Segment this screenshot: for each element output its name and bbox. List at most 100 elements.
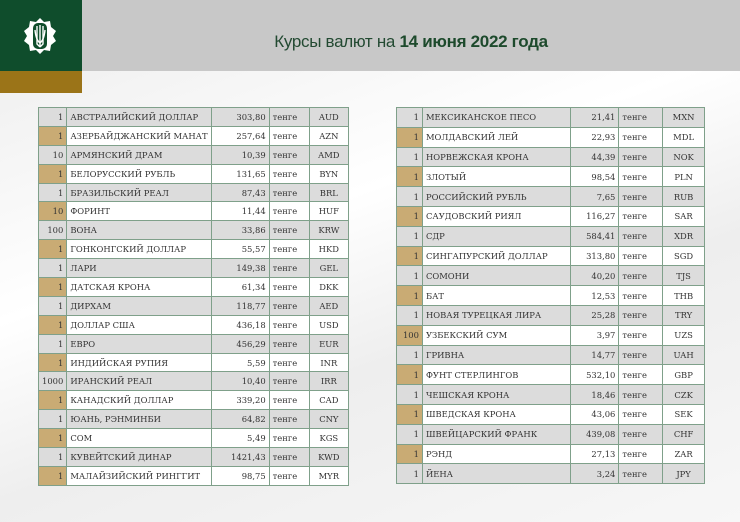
currency-row: 1 МЕКСИКАНСКОЕ ПЕСО 21,41 тенге MXN bbox=[396, 107, 705, 128]
currency-code-cell: IRR bbox=[308, 371, 350, 392]
unit-cell: тенге bbox=[618, 344, 664, 366]
currency-row: 1 АЗЕРБАЙДЖАНСКИЙ МАНАТ 257,64 тенге AZN bbox=[37, 125, 350, 146]
nominal-cell: 1 bbox=[396, 304, 423, 326]
unit-cell: тенге bbox=[618, 186, 664, 207]
rate-cell: 87,43 bbox=[210, 182, 270, 203]
currency-name-cell: ЮАНЬ, РЭНМИНБИ bbox=[66, 409, 212, 430]
currency-row: 1 РЭНД 27,13 тенге ZAR bbox=[396, 443, 705, 465]
currency-row: 1 СДР 584,41 тенге XDR bbox=[396, 225, 705, 247]
currency-name-cell: МОЛДАВСКИЙ ЛЕЙ bbox=[421, 126, 571, 148]
currency-code-cell: SEK bbox=[662, 403, 705, 425]
nominal-cell: 10 bbox=[37, 201, 68, 222]
currency-row: 1 ДОЛЛАР США 436,18 тенге USD bbox=[37, 314, 350, 335]
unit-cell: тенге bbox=[268, 371, 310, 392]
currency-name-cell: МЕКСИКАНСКОЕ ПЕСО bbox=[421, 107, 571, 128]
currency-name-cell: ГОНКОНГСКИЙ ДОЛЛАР bbox=[66, 239, 212, 260]
currency-row: 1 ФУНТ СТЕРЛИНГОВ 532,10 тенге GBP bbox=[396, 364, 705, 386]
nominal-cell: 1 bbox=[396, 166, 423, 188]
currency-name-cell: НОВАЯ ТУРЕЦКАЯ ЛИРА bbox=[421, 304, 571, 326]
rate-cell: 44,39 bbox=[569, 146, 620, 168]
unit-cell: тенге bbox=[268, 125, 310, 146]
unit-cell: тенге bbox=[618, 443, 664, 465]
nominal-cell: 1 bbox=[37, 125, 68, 146]
rate-cell: 3,24 bbox=[569, 463, 620, 485]
currency-row: 1 ГРИВНА 14,77 тенге UAH bbox=[396, 344, 705, 366]
nominal-cell: 1 bbox=[396, 344, 423, 366]
currency-name-cell: СОМ bbox=[66, 428, 212, 449]
currency-code-cell: BYN bbox=[308, 163, 350, 184]
currency-code-cell: KWD bbox=[308, 447, 350, 467]
nominal-cell: 1 bbox=[396, 146, 423, 168]
unit-cell: тенге bbox=[618, 364, 664, 386]
rate-cell: 43,06 bbox=[569, 403, 620, 425]
unit-cell: тенге bbox=[268, 333, 310, 354]
nominal-cell: 1 bbox=[37, 447, 68, 467]
currency-row: 1 СОМОНИ 40,20 тенге TJS bbox=[396, 265, 705, 287]
currency-name-cell: БАТ bbox=[421, 285, 571, 306]
unit-cell: тенге bbox=[618, 463, 664, 485]
currency-row: 1 БАТ 12,53 тенге THB bbox=[396, 285, 705, 306]
gold-accent-block bbox=[0, 71, 82, 93]
currency-code-cell: AZN bbox=[308, 125, 350, 146]
exchange-rates-table-right: 1 МЕКСИКАНСКОЕ ПЕСО 21,41 тенге MXN 1 МОЛДАВСК… bbox=[396, 107, 705, 485]
currency-row: 1 КУВЕЙТСКИЙ ДИНАР 1421,43 тенге KWD bbox=[37, 447, 350, 467]
unit-cell: тенге bbox=[268, 390, 310, 411]
currency-row: 1 БРАЗИЛЬСКИЙ РЕАЛ 87,43 тенге BRL bbox=[37, 182, 350, 203]
unit-cell: тенге bbox=[268, 220, 310, 241]
currency-row: 1 ГОНКОНГСКИЙ ДОЛЛАР 55,57 тенге HKD bbox=[37, 239, 350, 260]
rate-cell: 1421,43 bbox=[210, 447, 270, 467]
rate-cell: 257,64 bbox=[210, 125, 270, 146]
nominal-cell: 1 bbox=[396, 186, 423, 207]
currency-name-cell: ИРАНСКИЙ РЕАЛ bbox=[66, 371, 212, 392]
unit-cell: тенге bbox=[618, 403, 664, 425]
nominal-cell: 1 bbox=[37, 352, 68, 373]
currency-code-cell: ZAR bbox=[662, 443, 705, 465]
currency-row: 1 АВСТРАЛИЙСКИЙ ДОЛЛАР 303,80 тенге AUD bbox=[37, 107, 350, 127]
nominal-cell: 1 bbox=[37, 409, 68, 430]
currency-name-cell: САУДОВСКИЙ РИЯЛ bbox=[421, 205, 571, 227]
currency-name-cell: КАНАДСКИЙ ДОЛЛАР bbox=[66, 390, 212, 411]
unit-cell: тенге bbox=[268, 258, 310, 279]
currency-code-cell: PLN bbox=[662, 166, 705, 188]
unit-cell: тенге bbox=[268, 182, 310, 203]
rate-cell: 55,57 bbox=[210, 239, 270, 260]
currency-code-cell: TRY bbox=[662, 304, 705, 326]
currency-code-cell: UAH bbox=[662, 344, 705, 366]
currency-name-cell: ЕВРО bbox=[66, 333, 212, 354]
currency-name-cell: СИНГАПУРСКИЙ ДОЛЛАР bbox=[421, 245, 571, 267]
currency-name-cell: БРАЗИЛЬСКИЙ РЕАЛ bbox=[66, 182, 212, 203]
nominal-cell: 1 bbox=[396, 107, 423, 128]
currency-name-cell: СОМОНИ bbox=[421, 265, 571, 287]
currency-code-cell: MDL bbox=[662, 126, 705, 148]
currency-code-cell: AMD bbox=[308, 144, 350, 165]
exchange-rates-table-left: 1 АВСТРАЛИЙСКИЙ ДОЛЛАР 303,80 тенге AUD 1 АЗЕР… bbox=[37, 107, 350, 486]
rate-cell: 7,65 bbox=[569, 186, 620, 207]
unit-cell: тенге bbox=[268, 465, 310, 486]
logo-block bbox=[0, 0, 82, 71]
currency-code-cell: MXN bbox=[662, 107, 705, 128]
rate-cell: 456,29 bbox=[210, 333, 270, 354]
currency-code-cell: SAR bbox=[662, 205, 705, 227]
currency-row: 1 ЛАРИ 149,38 тенге GEL bbox=[37, 258, 350, 279]
nominal-cell: 1 bbox=[37, 107, 68, 127]
nominal-cell: 1 bbox=[396, 126, 423, 148]
nominal-cell: 1000 bbox=[37, 371, 68, 392]
unit-cell: тенге bbox=[618, 384, 664, 405]
national-bank-emblem-icon bbox=[24, 18, 56, 54]
currency-row: 1 ИНДИЙСКАЯ РУПИЯ 5,59 тенге INR bbox=[37, 352, 350, 373]
currency-name-cell: ДОЛЛАР США bbox=[66, 314, 212, 335]
nominal-cell: 1 bbox=[396, 403, 423, 425]
rate-cell: 5,49 bbox=[210, 428, 270, 449]
nominal-cell: 1 bbox=[37, 163, 68, 184]
rate-cell: 98,75 bbox=[210, 465, 270, 486]
rate-cell: 339,20 bbox=[210, 390, 270, 411]
rate-cell: 439,08 bbox=[569, 423, 620, 445]
rate-cell: 584,41 bbox=[569, 225, 620, 247]
nominal-cell: 1 bbox=[37, 314, 68, 335]
currency-name-cell: ДАТСКАЯ КРОНА bbox=[66, 277, 212, 297]
rate-cell: 40,20 bbox=[569, 265, 620, 287]
currency-name-cell: ФОРИНТ bbox=[66, 201, 212, 222]
currency-code-cell: CHF bbox=[662, 423, 705, 445]
rate-cell: 3,97 bbox=[569, 324, 620, 346]
currency-code-cell: UZS bbox=[662, 324, 705, 346]
